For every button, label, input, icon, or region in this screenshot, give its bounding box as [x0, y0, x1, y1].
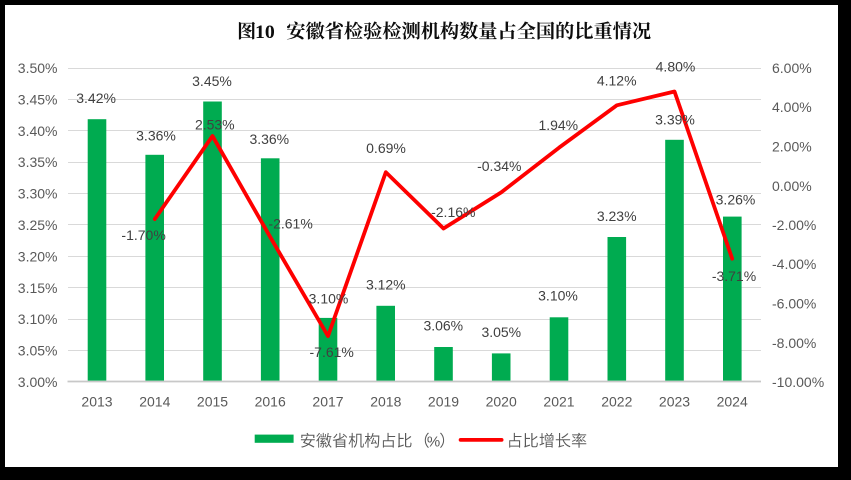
svg-text:1.94%: 1.94%: [538, 117, 578, 133]
svg-text:3.23%: 3.23%: [597, 208, 637, 224]
svg-text:3.40%: 3.40%: [18, 123, 58, 139]
svg-text:-6.00%: -6.00%: [772, 296, 816, 312]
svg-text:-10.00%: -10.00%: [772, 374, 824, 390]
svg-text:2.53%: 2.53%: [195, 116, 235, 132]
svg-text:4.12%: 4.12%: [597, 73, 637, 89]
svg-text:3.05%: 3.05%: [18, 343, 58, 359]
svg-text:-2.61%: -2.61%: [268, 216, 312, 232]
svg-text:-3.71%: -3.71%: [712, 268, 756, 284]
svg-text:2024: 2024: [717, 394, 748, 410]
svg-text:3.50%: 3.50%: [18, 60, 58, 76]
svg-text:2017: 2017: [312, 394, 343, 410]
svg-text:-1.70%: -1.70%: [121, 227, 165, 243]
svg-text:-2.00%: -2.00%: [772, 217, 816, 233]
svg-text:3.36%: 3.36%: [136, 127, 176, 143]
svg-text:0.00%: 0.00%: [772, 178, 812, 194]
svg-text:3.06%: 3.06%: [423, 317, 463, 333]
svg-text:2019: 2019: [428, 394, 459, 410]
svg-text:2022: 2022: [601, 394, 632, 410]
svg-text:-8.00%: -8.00%: [772, 335, 816, 351]
svg-text:3.45%: 3.45%: [18, 91, 58, 107]
svg-text:3.10%: 3.10%: [538, 288, 578, 304]
svg-text:10: 10: [255, 23, 275, 43]
svg-text:3.05%: 3.05%: [481, 324, 521, 340]
svg-text:%: %: [427, 433, 440, 450]
svg-text:3.35%: 3.35%: [18, 154, 58, 170]
svg-text:3.30%: 3.30%: [18, 186, 58, 202]
svg-text:2020: 2020: [486, 394, 517, 410]
svg-text:3.10%: 3.10%: [18, 311, 58, 327]
svg-text:3.25%: 3.25%: [18, 217, 58, 233]
svg-text:2014: 2014: [139, 394, 170, 410]
svg-text:-4.00%: -4.00%: [772, 256, 816, 272]
svg-text:3.10%: 3.10%: [309, 290, 349, 306]
svg-text:-7.61%: -7.61%: [310, 344, 354, 360]
svg-text:3.20%: 3.20%: [18, 248, 58, 264]
svg-text:-0.34%: -0.34%: [477, 158, 521, 174]
svg-text:4.00%: 4.00%: [772, 99, 812, 115]
svg-text:3.42%: 3.42%: [76, 90, 116, 106]
svg-text:0.69%: 0.69%: [366, 140, 406, 156]
svg-text:6.00%: 6.00%: [772, 60, 812, 76]
svg-text:3.45%: 3.45%: [192, 73, 232, 89]
svg-text:3.00%: 3.00%: [18, 374, 58, 390]
svg-text:3.12%: 3.12%: [366, 277, 406, 293]
svg-text:4.80%: 4.80%: [656, 59, 696, 75]
svg-text:2013: 2013: [81, 394, 112, 410]
svg-text:2023: 2023: [659, 394, 690, 410]
svg-text:2018: 2018: [370, 394, 401, 410]
svg-text:3.15%: 3.15%: [18, 280, 58, 296]
svg-text:2.00%: 2.00%: [772, 139, 812, 155]
svg-text:3.39%: 3.39%: [655, 112, 695, 128]
svg-text:3.36%: 3.36%: [249, 131, 289, 147]
svg-text:2016: 2016: [255, 394, 286, 410]
svg-text:-2.16%: -2.16%: [431, 204, 475, 220]
svg-text:2015: 2015: [197, 394, 228, 410]
svg-text:2021: 2021: [543, 394, 574, 410]
svg-text:3.26%: 3.26%: [716, 191, 756, 207]
